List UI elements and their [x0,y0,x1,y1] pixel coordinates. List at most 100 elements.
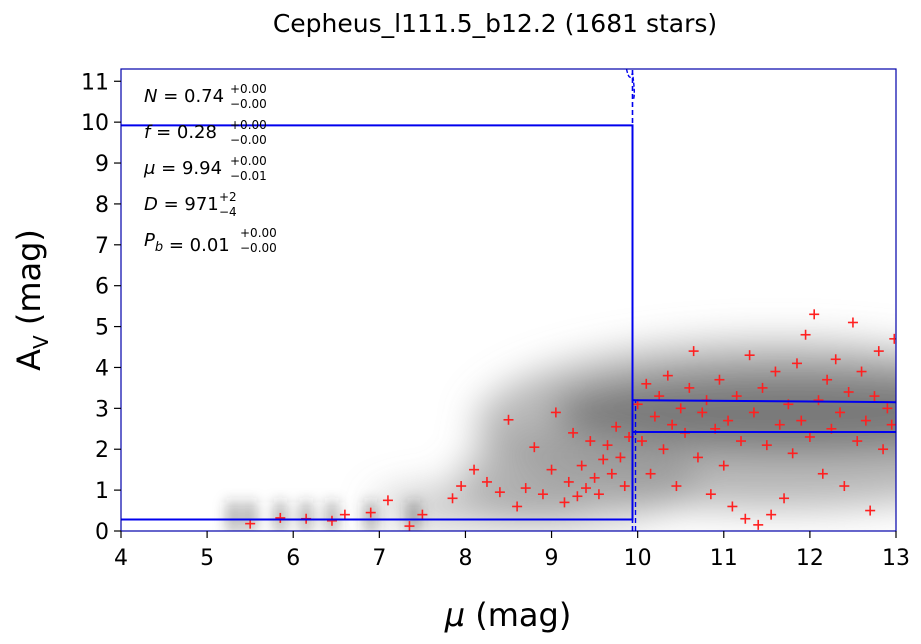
data-point [869,391,880,402]
data-point [723,415,734,426]
y-axis-main: A [10,349,48,371]
x-tick-label: 8 [458,546,472,571]
y-tick-label: 11 [81,70,109,95]
y-tick-label: 9 [95,152,109,177]
x-axis-label: μ (mag) [444,596,572,634]
data-point [779,493,790,504]
y-axis-unit: (mag) [10,229,48,325]
annotation-lower: −0.00 [230,97,267,111]
data-point [860,415,871,426]
data-point [804,431,815,442]
data-point [602,440,613,451]
x-tick-label: 13 [882,546,910,571]
data-point [787,448,798,459]
annotation-text: N = 0.74 [144,86,224,107]
data-point [822,374,833,385]
data-point [667,419,678,430]
data-point [546,464,557,475]
annotation-line: f = 0.28 +0.00−0.00 [144,118,267,147]
data-point [520,483,531,494]
data-point [817,468,828,479]
data-point [636,436,647,447]
data-point [830,354,841,365]
y-tick-label: 8 [95,193,109,218]
data-point [339,509,350,520]
data-point [809,309,820,320]
annotation-upper: +0.00 [240,226,277,240]
annotation-value: = 971 [158,194,219,215]
annotation-line: D = 971 +2−4 [144,190,237,219]
data-point [550,407,561,418]
data-point [404,521,415,531]
annotation-upper: +0.00 [230,82,267,96]
data-point [714,374,725,385]
annotation-symbol: P [144,230,155,251]
data-point [447,493,458,504]
x-tick-label: 6 [286,546,300,571]
data-point [615,452,626,463]
data-point [581,483,591,494]
annotation-subscript: b [155,240,163,255]
data-point [878,444,889,455]
data-point [813,395,824,406]
fit-annotations: N = 0.74 +0.00−0.00f = 0.28 +0.00−0.00μ = … [143,82,277,256]
data-point [740,513,751,524]
data-point [649,411,660,422]
data-point [469,464,480,475]
annotation-value: = 0.01 [163,235,230,256]
annotation-text: Pb = 0.01 [144,230,230,256]
data-point [774,419,785,430]
data-point [537,489,548,500]
data-point [761,440,772,451]
data-point [568,427,579,438]
data-point [889,333,896,344]
data-point [576,460,587,471]
data-point [731,391,742,402]
x-axis-ticks: 4 5 6 7 8 9 10 11 12 13 [114,531,910,571]
data-point [503,414,514,425]
data-point [757,382,768,393]
y-tick-label: 4 [95,356,109,381]
data-point [882,403,893,414]
annotation-symbol: D [144,194,158,215]
data-point [658,444,669,455]
data-point [559,497,570,508]
data-point [598,454,609,465]
data-point [718,460,729,471]
y-tick-label: 0 [95,520,109,545]
x-tick-label: 4 [114,546,128,571]
annotation-symbol: f [144,122,153,143]
data-point [800,329,811,340]
data-point [585,436,596,447]
data-point [529,442,540,453]
annotation-symbol: N [144,86,157,107]
x-tick-label: 10 [624,546,652,571]
data-point [619,481,630,492]
data-point [512,501,523,512]
data-point [675,403,686,414]
posterior-contour [625,68,635,100]
chart-title: Cepheus_l111.5_b12.2 (1681 stars) [273,9,717,38]
x-tick-label: 11 [710,546,738,571]
data-point [753,519,764,530]
data-point [736,436,746,447]
annotation-lower: −0.00 [240,241,277,255]
y-tick-label: 5 [95,316,109,341]
data-point [662,370,673,381]
data-point [494,487,505,498]
annotation-lower: −4 [219,205,237,219]
annotation-upper: +0.00 [230,154,267,168]
annotation-lower: −0.01 [230,169,267,183]
data-point [684,382,695,393]
annotation-value: = 9.94 [155,158,222,179]
density-background [227,339,896,531]
data-point [839,481,850,492]
density-blob [372,484,593,529]
data-point [843,386,854,397]
y-tick-label: 1 [95,479,109,504]
data-point [275,512,286,523]
data-point [856,366,867,377]
annotation-upper: +0.00 [230,118,267,132]
data-point [688,346,699,357]
density-soft [372,339,896,529]
